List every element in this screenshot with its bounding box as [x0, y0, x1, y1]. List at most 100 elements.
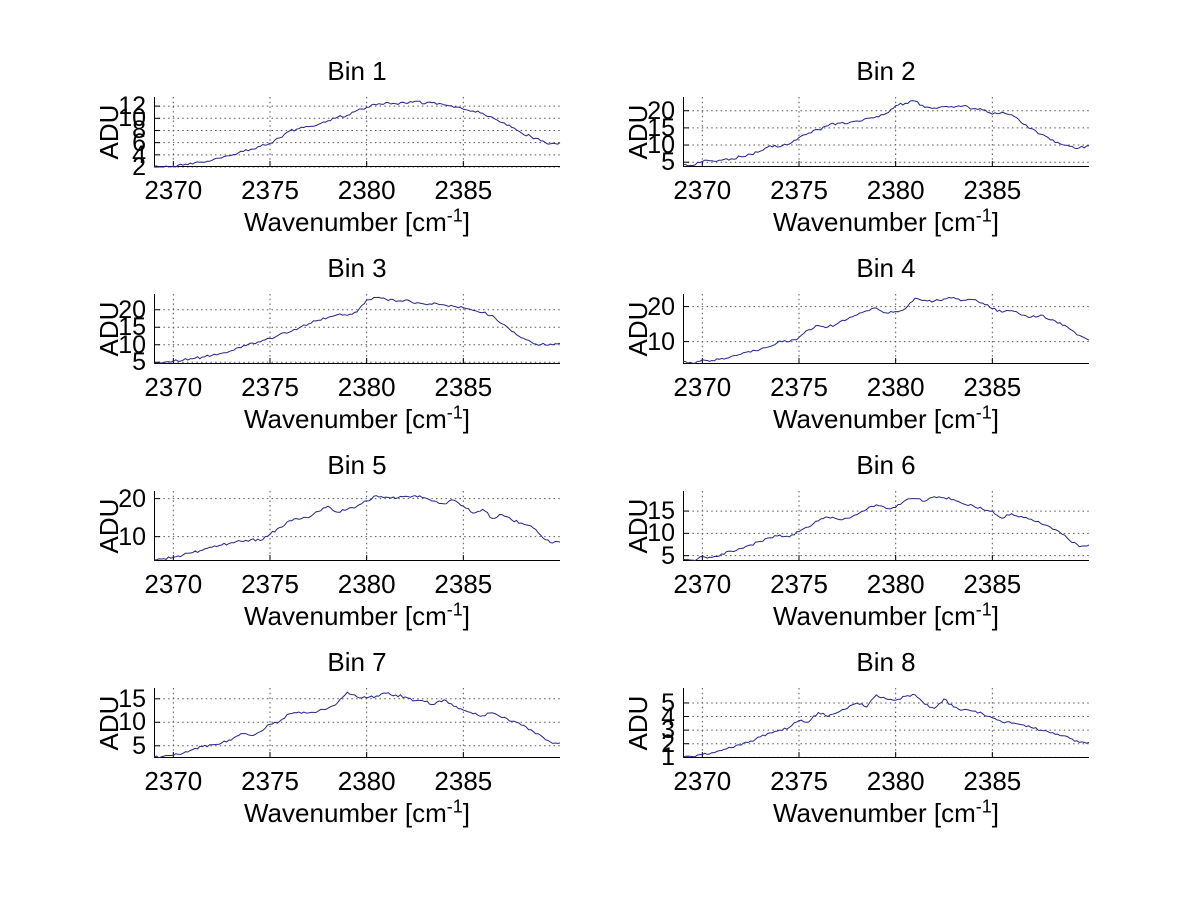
plot-area [682, 688, 1090, 758]
y-tick-label: 10 [118, 708, 146, 737]
x-axis-label-close: ] [462, 601, 470, 631]
subplot-bin-7: Bin 7 ADU Wavenumber [cm-1] 5 10 15 2370 237… [30, 643, 575, 839]
subplot-title: Bin 7 [327, 647, 387, 677]
y-tick-label: 5 [661, 688, 675, 717]
plot-svg-bin-3 [153, 294, 561, 364]
subplot-title: Bin 8 [856, 647, 916, 677]
x-axis-label: Wavenumber [cm-1] [683, 796, 1089, 829]
subplot-title: Bin 4 [856, 253, 916, 283]
spectrum-line-bin-5 [153, 495, 561, 561]
x-tick-label: 2380 [337, 372, 396, 402]
x-tick-label: 2380 [866, 175, 925, 205]
y-tick-label: 1 [661, 743, 675, 772]
x-axis-label-close: ] [991, 404, 999, 434]
x-axis-label-superscript: -1 [446, 205, 463, 226]
x-tick-label: 2385 [963, 766, 1022, 796]
subplot-bin-2: Bin 2 ADU Wavenumber [cm-1] 5 10 15 20 2370 2… [559, 52, 1104, 248]
x-tick-label: 2370 [144, 372, 203, 402]
plot-area [153, 97, 561, 168]
x-axis-label-text: Wavenumber [cm [243, 798, 447, 828]
y-tick-label: 15 [647, 113, 675, 142]
plot-svg-bin-5 [153, 491, 561, 561]
spectrum-line-bin-3 [153, 296, 561, 364]
y-tick-label: 2 [132, 153, 146, 181]
y-tick-label: 6 [132, 128, 146, 157]
plot-area [682, 491, 1090, 562]
y-tick-label: 3 [661, 716, 675, 745]
x-tick-label: 2385 [963, 175, 1022, 205]
x-axis-label-text: Wavenumber [cm [772, 601, 976, 631]
spectrum-line-bin-4 [682, 296, 1090, 364]
x-axis-label-text: Wavenumber [cm [772, 207, 976, 237]
x-tick-label: 2375 [770, 175, 828, 205]
x-axis-label-close: ] [991, 207, 999, 237]
x-tick-label: 2385 [963, 569, 1022, 599]
y-tick-label: 20 [118, 484, 146, 513]
x-tick-label: 2375 [241, 372, 299, 402]
y-tick-label: 2 [661, 729, 675, 758]
x-axis-label: Wavenumber [cm-1] [683, 599, 1089, 632]
y-tick-label: 10 [647, 131, 675, 160]
x-tick-label: 2385 [963, 372, 1022, 402]
plot-svg-bin-1 [153, 97, 561, 168]
y-tick-label: 10 [118, 522, 146, 551]
y-tick-label: 5 [661, 541, 675, 570]
y-tick-label: 5 [132, 348, 146, 377]
y-tick-label: 4 [132, 140, 146, 169]
plot-area [153, 491, 561, 561]
plot-area [153, 294, 561, 364]
x-tick-label: 2385 [434, 569, 493, 599]
y-tick-label: 20 [647, 292, 675, 321]
x-axis-label-superscript: -1 [975, 796, 992, 817]
x-axis-label-superscript: -1 [975, 205, 992, 226]
x-tick-label: 2370 [673, 569, 732, 599]
x-tick-label: 2375 [770, 372, 828, 402]
y-tick-label: 10 [647, 519, 675, 548]
y-tick-label: 15 [118, 313, 146, 342]
y-tick-label: 10 [647, 327, 675, 356]
x-tick-label: 2385 [434, 372, 493, 402]
x-tick-label: 2375 [770, 766, 828, 796]
x-axis-label: Wavenumber [cm-1] [683, 402, 1089, 435]
x-tick-label: 2375 [241, 175, 299, 205]
subplot-bin-1: Bin 1 ADU Wavenumber [cm-1] 2 4 6 8 10 12 2370… [30, 52, 575, 248]
plot-area [153, 688, 561, 759]
subplot-title: Bin 2 [856, 56, 916, 86]
x-tick-label: 2380 [866, 766, 925, 796]
x-axis-label-superscript: -1 [446, 599, 463, 620]
x-tick-label: 2380 [866, 372, 925, 402]
plot-svg-bin-2 [682, 97, 1090, 167]
y-tick-label: 8 [132, 116, 146, 145]
x-axis-label-text: Wavenumber [cm [772, 404, 976, 434]
x-tick-label: 2375 [241, 766, 299, 796]
y-tick-label: 4 [661, 702, 675, 731]
y-tick-label: 20 [647, 96, 675, 125]
x-tick-label: 2385 [434, 766, 493, 796]
x-axis-label: Wavenumber [cm-1] [154, 797, 560, 829]
y-tick-label: 15 [647, 497, 675, 526]
plot-svg-bin-6 [682, 491, 1090, 562]
x-axis-label-superscript: -1 [975, 599, 992, 620]
x-axis-label: Wavenumber [cm-1] [154, 205, 560, 238]
plot-area [682, 97, 1090, 167]
x-axis-label: Wavenumber [cm-1] [154, 599, 560, 632]
plot-svg-bin-8 [682, 688, 1090, 758]
y-tick-label: 10 [118, 104, 146, 133]
x-tick-label: 2370 [144, 175, 203, 205]
plot-svg-bin-7 [153, 688, 561, 759]
spectrum-line-bin-2 [682, 100, 1090, 167]
subplot-bin-3: Bin 3 ADU Wavenumber [cm-1] 5 10 15 20 2370 2… [30, 249, 575, 445]
y-tick-label: 5 [132, 731, 146, 760]
x-tick-label: 2385 [434, 175, 493, 205]
x-axis-label-close: ] [462, 207, 470, 237]
spectrum-line-bin-6 [682, 496, 1090, 562]
x-tick-label: 2375 [241, 569, 299, 599]
x-axis-label-close: ] [991, 798, 999, 828]
spectrum-line-bin-8 [682, 693, 1090, 758]
x-axis-label-superscript: -1 [975, 402, 992, 423]
plot-svg-bin-4 [682, 294, 1090, 364]
spectrum-line-bin-7 [153, 691, 561, 759]
subplot-bin-5: Bin 5 ADU Wavenumber [cm-1] 10 20 2370 2375… [30, 446, 575, 642]
subplot-bin-8: Bin 8 ADU Wavenumber [cm-1] 1 2 3 4 5 2370 237… [559, 643, 1104, 839]
